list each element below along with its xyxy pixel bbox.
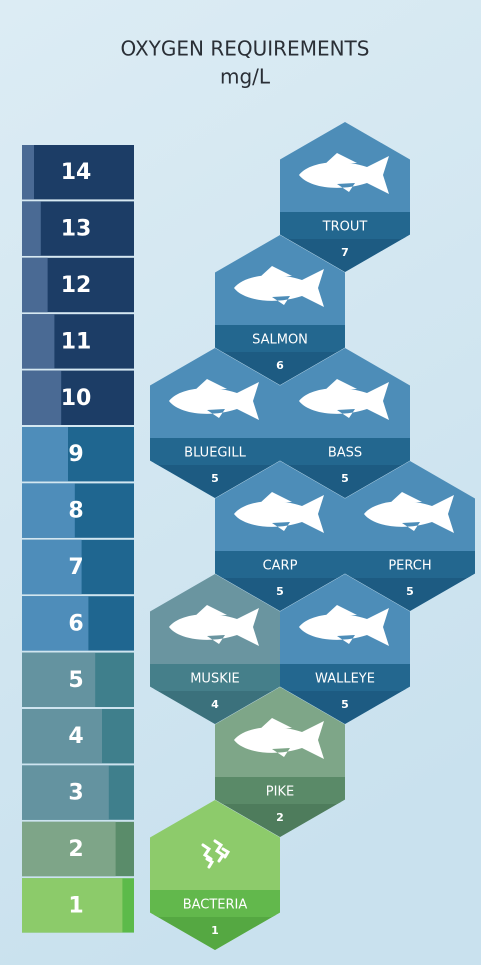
scale-label: 4 [68, 724, 83, 749]
scale-row-shade [22, 483, 75, 538]
organism-name: CARP [263, 559, 298, 574]
organism-value: 4 [211, 698, 219, 711]
hex-band [280, 664, 410, 691]
scale-label: 8 [68, 499, 83, 524]
organism-name: BACTERIA [183, 898, 248, 913]
scale-label: 12 [61, 273, 92, 298]
organism-value: 5 [406, 585, 414, 598]
organism-name: MUSKIE [190, 672, 240, 687]
scale-row-shade [22, 652, 96, 707]
fish-icon [299, 605, 389, 646]
hex-band [215, 777, 345, 804]
scale-row-shade [22, 709, 102, 764]
hexagon: TROUT 7 [280, 122, 410, 272]
hexagon: BLUEGILL 5 [150, 348, 280, 498]
fish-icon [364, 492, 454, 533]
organism-value: 5 [276, 585, 284, 598]
scale-label: 7 [68, 555, 83, 580]
scale-label: 9 [68, 442, 83, 467]
scale-label: 1 [68, 893, 83, 918]
scale-label: 11 [61, 329, 92, 354]
organism-name: TROUT [322, 220, 368, 235]
scale-label: 10 [61, 386, 92, 411]
fish-icon [234, 266, 324, 307]
scale-row-shade [22, 201, 41, 256]
scale-row-shade [22, 314, 55, 369]
hex-band [150, 438, 280, 465]
scale-row-shade [22, 596, 89, 651]
hex-band [280, 438, 410, 465]
organism-value: 1 [211, 924, 219, 937]
scale-label: 13 [61, 217, 92, 242]
scale-label: 5 [68, 668, 83, 693]
scale-row-shade [22, 821, 116, 877]
organism-value: 5 [341, 698, 349, 711]
scale-label: 6 [68, 611, 83, 636]
scale: 14 13 12 11 10 9 8 7 6 5 4 3 2 1 [22, 145, 134, 933]
fish-icon [169, 379, 259, 420]
hex-band [345, 551, 475, 578]
bacteria-stroke [201, 843, 213, 861]
title: OXYGEN REQUIREMENTS [121, 37, 370, 61]
hex-band [215, 325, 345, 352]
scale-row-shade [22, 370, 62, 425]
organism-value: 5 [211, 472, 219, 485]
organism-name: PERCH [388, 559, 431, 574]
organism-name: BLUEGILL [184, 446, 246, 461]
hex-band [150, 890, 280, 917]
subtitle: mg/L [220, 65, 271, 89]
fish-icon [234, 492, 324, 533]
fish-icon [299, 153, 389, 194]
organism-value: 5 [341, 472, 349, 485]
bacteria-stroke [213, 839, 226, 863]
organism-value: 2 [276, 811, 284, 824]
scale-row-shade [22, 765, 109, 820]
organism-name: BASS [328, 446, 362, 461]
organism-value: 6 [276, 359, 284, 372]
fish-icon [299, 379, 389, 420]
bacteria-icon [201, 839, 231, 869]
scale-label: 2 [68, 837, 83, 862]
bacteria-stroke [205, 857, 215, 869]
organism-name: SALMON [252, 333, 308, 348]
scale-row [22, 145, 134, 200]
scale-row-shade [22, 878, 123, 933]
scale-row-shade [22, 145, 34, 200]
hex-band [215, 551, 345, 578]
organism-name: WALLEYE [315, 672, 375, 687]
hexagon: CARP 5 [215, 461, 345, 611]
hex-band [280, 212, 410, 239]
organism-name: PIKE [266, 785, 294, 800]
fish-icon [234, 718, 324, 759]
scale-row-shade [22, 427, 68, 482]
fish-icon [169, 605, 259, 646]
scale-row-shade [22, 257, 48, 313]
organism-value: 7 [341, 246, 349, 259]
scale-label: 3 [68, 781, 83, 806]
hexagons: TROUT7SALMON6BLUEGILL5BASS5CARP5PERCH5MU… [150, 122, 475, 950]
hexagon: BACTERIA 1 [150, 800, 280, 950]
scale-label: 14 [61, 160, 92, 185]
scale-row-shade [22, 539, 82, 595]
bacteria-stroke [221, 847, 231, 859]
hexagon: MUSKIE 4 [150, 574, 280, 724]
hex-band [150, 664, 280, 691]
